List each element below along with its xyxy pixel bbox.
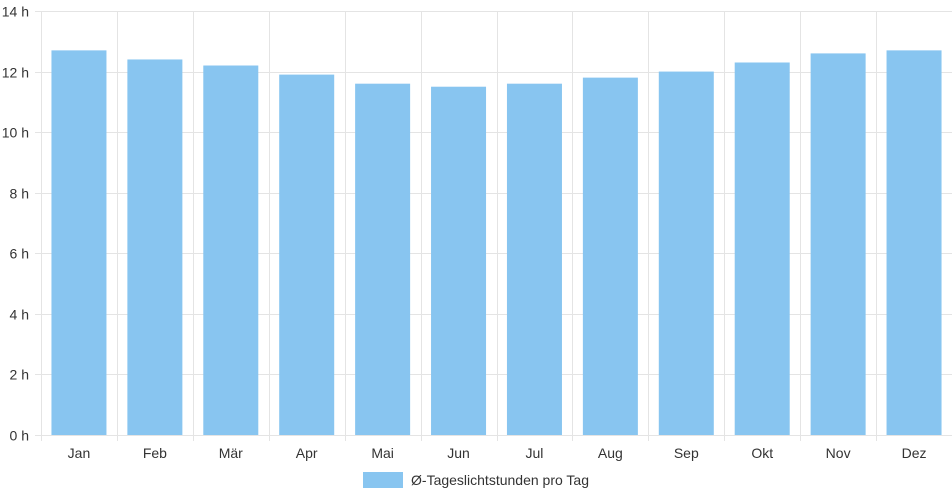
x-tick-label: Okt <box>751 445 773 461</box>
x-tick-label: Mär <box>219 445 243 461</box>
bar[interactable] <box>658 71 714 436</box>
y-tick-label: 4 h <box>10 307 29 323</box>
x-tick-label: Dez <box>902 445 927 461</box>
x-tick-label: Jul <box>526 445 544 461</box>
y-tick-label: 2 h <box>10 367 29 383</box>
x-tick-label: Sep <box>674 445 699 461</box>
grid-layer <box>35 11 952 441</box>
bar[interactable] <box>886 50 942 435</box>
bar[interactable] <box>734 62 790 435</box>
bar[interactable] <box>203 65 259 435</box>
bar[interactable] <box>506 83 562 435</box>
y-tick-label: 12 h <box>2 65 29 81</box>
x-tick-label: Mai <box>371 445 394 461</box>
y-tick-label: 8 h <box>10 186 29 202</box>
x-tick-label: Apr <box>296 445 318 461</box>
x-tick-label: Aug <box>598 445 623 461</box>
bar[interactable] <box>127 59 183 435</box>
x-tick-label: Feb <box>143 445 167 461</box>
y-tick-label: 10 h <box>2 125 29 141</box>
bar[interactable] <box>51 50 107 435</box>
x-tick-label: Jan <box>68 445 91 461</box>
bar[interactable] <box>810 53 866 436</box>
bar[interactable] <box>279 74 335 435</box>
y-tick-label: 0 h <box>10 428 29 444</box>
legend-swatch <box>363 472 404 488</box>
x-tick-label: Nov <box>826 445 851 461</box>
legend-label: Ø-Tageslichtstunden pro Tag <box>411 472 589 488</box>
x-tick-label: Jun <box>447 445 470 461</box>
y-tick-label: 6 h <box>10 246 29 262</box>
bar[interactable] <box>582 77 638 435</box>
bar[interactable] <box>355 83 411 435</box>
legend[interactable]: Ø-Tageslichtstunden pro Tag <box>0 472 952 488</box>
bar[interactable] <box>431 86 487 435</box>
axis-layer: 0 h 2 h 4 h 6 h 8 h 10 h 12 h 14 h Jan Feb Mär Apr M… <box>2 4 927 462</box>
y-tick-label: 14 h <box>2 4 29 20</box>
bar-layer <box>51 50 942 436</box>
